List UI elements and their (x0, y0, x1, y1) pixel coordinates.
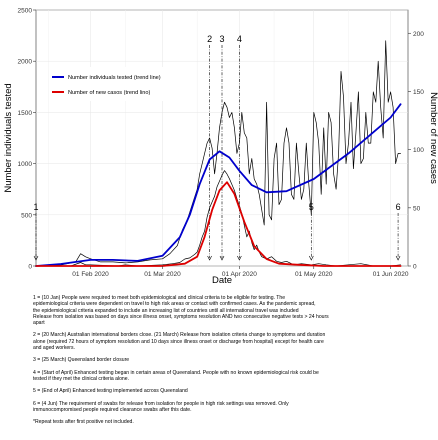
event-label-3: 3 (219, 34, 224, 44)
series-line-1 (35, 181, 402, 267)
footnote: *Repeat tests after first positive not i… (33, 419, 134, 426)
y-tick-label-right: 150 (413, 89, 424, 96)
y-tick-label-right: 50 (413, 205, 421, 212)
event-arrow-1 (33, 255, 39, 261)
y-axis-title-left: Number individuals tested (3, 83, 14, 192)
y-tick-label-left: 1500 (18, 110, 33, 117)
series-line-0 (35, 103, 402, 267)
note-4: 4 = (Start of April) Enhanced testing be… (33, 369, 319, 382)
note-1: 1 = (10 Jan) People were required to mee… (33, 295, 329, 327)
legend-label-0: Number individuals tested (trend line) (68, 75, 161, 81)
x-tick-label: 01 Jun 2020 (373, 271, 409, 278)
note-6: 6 = (4 Jun) The requirement of swabs for… (33, 400, 289, 413)
x-axis-title: Date (212, 275, 232, 286)
event-arrow-6 (395, 255, 401, 261)
note-3: 3 = (25 March) Queensland border closure (33, 357, 130, 364)
event-arrow-5 (309, 255, 314, 261)
x-tick-label: 01 May 2020 (295, 271, 333, 278)
note-2: 2 = (20 March) Australian international … (33, 332, 326, 352)
series-layer (35, 40, 402, 267)
legend-label-1: Number of new casos (trend lino) (68, 90, 151, 96)
y-tick-label-left: 2000 (18, 59, 33, 66)
event-label-2: 2 (207, 34, 212, 44)
legend-box (50, 67, 180, 101)
y-axis-title-right: Number of new cases (428, 92, 438, 184)
axes: 0 500 1000 1500 2000 2500 0 50 100 150 200 01 Feb 2… (18, 8, 425, 279)
note-5: 5 = (End of April) Enhanced testing impl… (33, 388, 188, 395)
chart: 12 3 45 6 050010001500200025000501001502000… (3, 8, 438, 287)
x-tick-label: 01 Apr 2020 (222, 271, 257, 278)
x-tick-label: 01 Mar 2020 (144, 271, 181, 278)
x-tick-label: 01 Feb 2020 (72, 271, 109, 278)
y-tick-label-right: 0 (413, 264, 417, 271)
event-arrow-2 (207, 255, 212, 261)
notes: 1 = (10 Jan) People were required to mee… (33, 295, 425, 425)
event-label-4: 4 (237, 34, 242, 44)
event-arrow-3 (219, 255, 225, 261)
event-label-6: 6 (396, 202, 401, 212)
event-label-1: 1 (33, 202, 38, 212)
y-tick-label-right: 200 (413, 31, 424, 38)
y-tick-label-right: 100 (413, 147, 424, 154)
y-tick-label-left: 0 (28, 264, 32, 271)
y-tick-label-left: 500 (21, 212, 32, 219)
y-tick-label-left: 1000 (18, 161, 33, 168)
legend: Number individuals tested (trend line) Nu… (50, 67, 180, 101)
event-arrow-4 (237, 255, 242, 261)
y-tick-label-left: 2500 (18, 8, 33, 15)
